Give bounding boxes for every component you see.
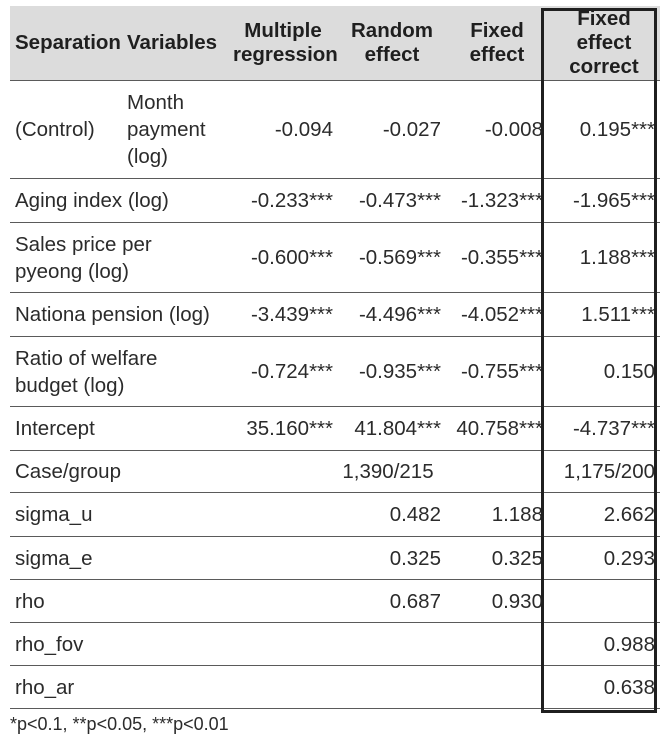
cell-fixed [446, 622, 548, 666]
row-label: rho_fov [10, 622, 228, 666]
table-row-intercept: Intercept 35.160*** 41.804*** 40.758*** … [10, 406, 660, 451]
cell-fixed: -0.755*** [446, 336, 548, 407]
cell-multiple [228, 622, 338, 666]
cell-multiple: -0.094 [228, 80, 338, 179]
row-label: Ratio of welfare budget (log) [10, 336, 228, 407]
table-row-sales-price: Sales price per pyeong (log) -0.600*** -… [10, 222, 660, 293]
cell-fixed: 40.758*** [446, 406, 548, 451]
cell-correct [548, 579, 660, 623]
cell-multiple: -3.439*** [228, 292, 338, 337]
significance-footnote: *p<0.1, **p<0.05, ***p<0.01 [10, 714, 229, 734]
header-fixed-effect-correct: Fixed effect correct [548, 6, 660, 81]
cell-random: -0.027 [338, 80, 446, 179]
cell-multiple [228, 665, 338, 709]
row-separation-label: (Control) [10, 80, 122, 179]
cell-multiple [228, 536, 338, 580]
cell-multiple: -0.233*** [228, 178, 338, 223]
cell-fixed: -0.008 [446, 80, 548, 179]
cell-correct: 2.662 [548, 492, 660, 537]
cell-multiple [228, 492, 338, 537]
table-row-welfare-budget: Ratio of welfare budget (log) -0.724*** … [10, 336, 660, 407]
regression-table-container: Separation Variables Multiple regression… [10, 6, 660, 713]
table-row-aging-index: Aging index (log) -0.233*** -0.473*** -1… [10, 178, 660, 223]
cell-fixed: 0.325 [446, 536, 548, 580]
cell-random [338, 665, 446, 709]
cell-fixed: 0.930 [446, 579, 548, 623]
header-random-effect: Random effect [338, 6, 446, 81]
cell-correct: 0.638 [548, 665, 660, 709]
cell-random: 0.482 [338, 492, 446, 537]
header-fixed-effect: Fixed effect [446, 6, 548, 81]
cell-correct: 0.150 [548, 336, 660, 407]
table-row-month-payment: (Control) Month payment (log) -0.094 -0.… [10, 80, 660, 179]
header-variables: Variables [122, 6, 228, 81]
row-label: rho_ar [10, 665, 228, 709]
cell-correct: 0.988 [548, 622, 660, 666]
cell-correct: 0.195*** [548, 80, 660, 179]
row-label: Aging index (log) [10, 178, 228, 223]
table-row-case-group: Case/group 1,390/215 1,175/200 [10, 450, 660, 493]
row-label: Nationa pension (log) [10, 292, 228, 337]
row-label: Case/group [10, 450, 228, 493]
cell-random: 0.325 [338, 536, 446, 580]
cell-fixed: -0.355*** [446, 222, 548, 293]
cell-random [338, 622, 446, 666]
cell-multiple: 35.160*** [228, 406, 338, 451]
cell-fixed [446, 665, 548, 709]
table-row-national-pension: Nationa pension (log) -3.439*** -4.496**… [10, 292, 660, 337]
cell-random: 0.687 [338, 579, 446, 623]
table-row-sigma-u: sigma_u 0.482 1.188 2.662 [10, 492, 660, 537]
cell-multiple [228, 579, 338, 623]
table-row-rho-fov: rho_fov 0.988 [10, 622, 660, 666]
cell-multiple: -0.724*** [228, 336, 338, 407]
row-label: Intercept [10, 406, 228, 451]
cell-random: -0.473*** [338, 178, 446, 223]
cell-fixed: 1.188 [446, 492, 548, 537]
cell-random: -0.935*** [338, 336, 446, 407]
cell-correct: -1.965*** [548, 178, 660, 223]
row-label: Sales price per pyeong (log) [10, 222, 228, 293]
cell-fixed: -4.052*** [446, 292, 548, 337]
cell-random: -4.496*** [338, 292, 446, 337]
header-multiple-regression: Multiple regression [228, 6, 338, 81]
regression-results-table: Separation Variables Multiple regression… [10, 6, 660, 709]
table-header-row: Separation Variables Multiple regression… [10, 6, 660, 81]
cell-random: 41.804*** [338, 406, 446, 451]
table-row-rho: rho 0.687 0.930 [10, 579, 660, 623]
cell-correct: 1.188*** [548, 222, 660, 293]
table-row-rho-ar: rho_ar 0.638 [10, 665, 660, 709]
cell-correct: 1.511*** [548, 292, 660, 337]
cell-correct: 1,175/200 [548, 450, 660, 493]
header-separation: Separation [10, 6, 122, 81]
cell-fixed: -1.323*** [446, 178, 548, 223]
row-label: sigma_e [10, 536, 228, 580]
table-row-sigma-e: sigma_e 0.325 0.325 0.293 [10, 536, 660, 580]
cell-case-group-shared: 1,390/215 [228, 450, 548, 493]
cell-multiple: -0.600*** [228, 222, 338, 293]
cell-correct: -4.737*** [548, 406, 660, 451]
row-variable-label: Month payment (log) [122, 80, 228, 179]
row-label: sigma_u [10, 492, 228, 537]
cell-correct: 0.293 [548, 536, 660, 580]
row-label: rho [10, 579, 228, 623]
cell-random: -0.569*** [338, 222, 446, 293]
